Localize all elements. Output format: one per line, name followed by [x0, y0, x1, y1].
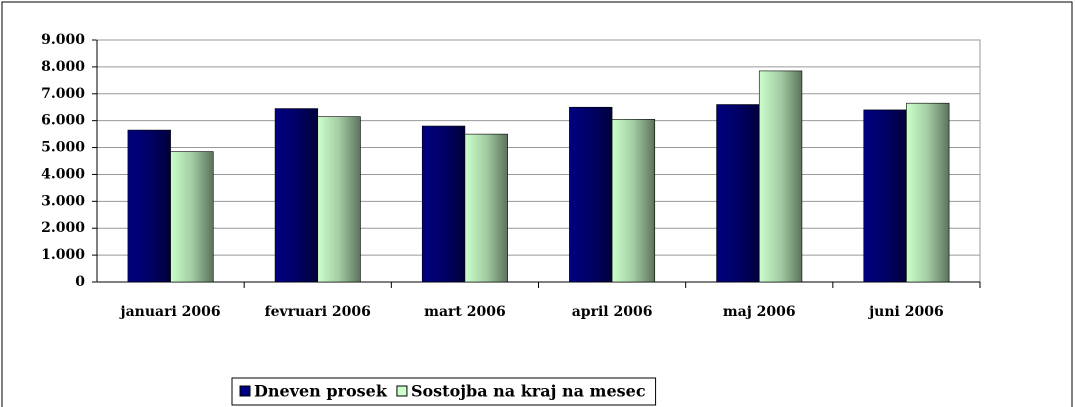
bar	[863, 109, 907, 283]
legend-swatch	[396, 385, 408, 397]
y-tick-label: 5.000	[41, 140, 85, 156]
bar	[421, 125, 466, 283]
bar	[758, 70, 803, 283]
y-tick-label: 0	[75, 274, 85, 290]
legend: Dneven prosek Sostojba na kraj na mesec	[231, 377, 657, 406]
x-tick-label: maj 2006	[723, 304, 796, 320]
y-tick-label: 9.000	[41, 32, 85, 48]
y-tick-label: 7.000	[41, 86, 85, 102]
x-tick-label: april 2006	[572, 304, 653, 320]
y-tick-label: 2.000	[41, 220, 85, 236]
y-tick-label: 6.000	[41, 113, 85, 129]
x-tick-label: mart 2006	[424, 304, 506, 320]
bar	[611, 119, 656, 283]
x-tick-label: fevruari 2006	[265, 304, 371, 320]
x-tick-label: januari 2006	[119, 304, 221, 320]
x-tick-label: juni 2006	[867, 304, 944, 320]
legend-swatch	[239, 385, 251, 397]
legend-label: Dneven prosek	[254, 382, 388, 401]
legend-label: Sostojba na kraj na mesec	[411, 382, 646, 401]
bar	[170, 151, 214, 283]
bar	[127, 129, 171, 283]
legend-box	[231, 377, 657, 406]
y-tick-label: 8.000	[41, 59, 85, 75]
bar	[274, 108, 319, 283]
y-tick-label: 1.000	[41, 247, 85, 263]
bar	[464, 133, 508, 283]
bar	[317, 116, 361, 283]
bar	[716, 104, 760, 283]
bar	[906, 102, 950, 283]
bar	[569, 106, 613, 283]
y-tick-label: 3.000	[41, 193, 85, 209]
y-tick-label: 4.000	[41, 166, 85, 182]
